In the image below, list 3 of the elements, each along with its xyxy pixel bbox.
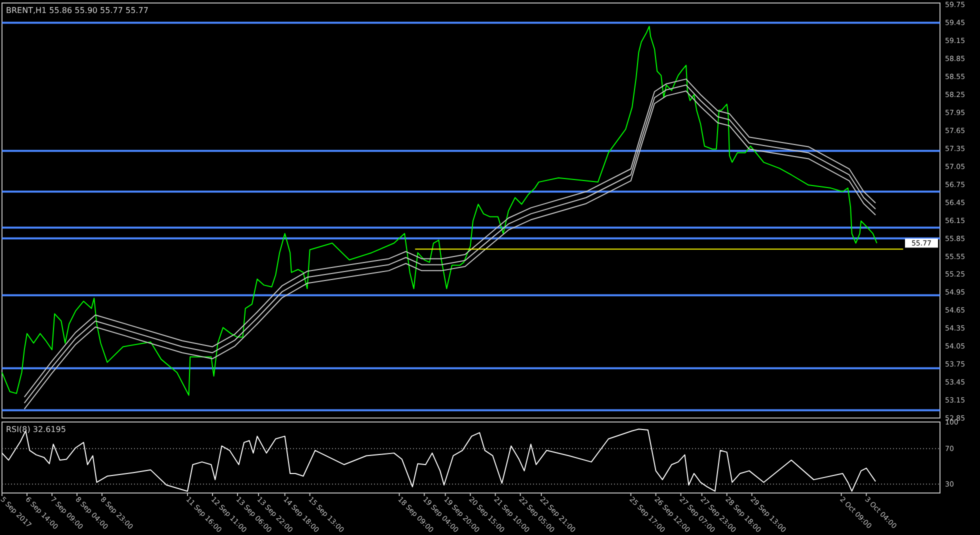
chart-title: BRENT,H1 55.86 55.90 55.77 55.77 xyxy=(6,6,148,15)
line-series xyxy=(2,26,878,396)
chart-title: RSI(8) 32.6195 xyxy=(6,425,66,434)
